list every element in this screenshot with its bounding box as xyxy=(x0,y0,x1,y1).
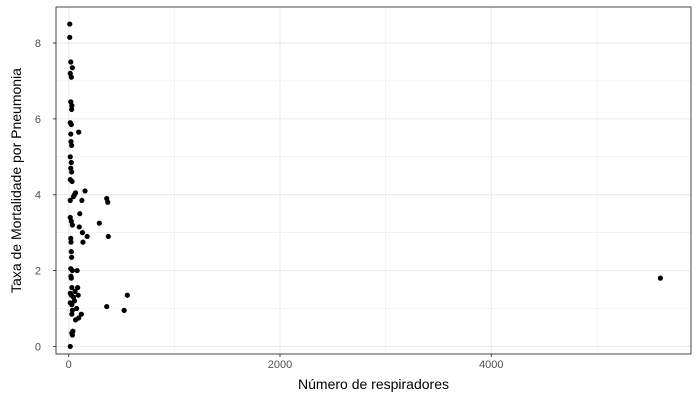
data-point xyxy=(78,311,84,317)
data-point xyxy=(657,275,663,281)
data-point xyxy=(74,305,80,312)
data-point xyxy=(74,267,80,274)
x-axis-title: Número de respiradores xyxy=(298,376,449,392)
data-point xyxy=(68,249,74,255)
y-axis-title: Taxa de Mortalidade por Pneumonia xyxy=(8,68,24,293)
data-point xyxy=(70,194,77,200)
plot-panel xyxy=(56,7,691,354)
data-point xyxy=(80,239,86,245)
data-point xyxy=(68,131,74,137)
data-point xyxy=(69,285,75,291)
data-point xyxy=(121,307,127,313)
grid-lines xyxy=(56,7,691,354)
data-point xyxy=(79,230,86,236)
data-point xyxy=(75,292,81,298)
data-point xyxy=(71,298,78,304)
data-point xyxy=(68,159,74,166)
data-points xyxy=(67,21,663,350)
data-point xyxy=(68,239,74,245)
data-point xyxy=(69,332,75,338)
data-point xyxy=(124,292,130,298)
data-point xyxy=(67,34,73,40)
data-point xyxy=(69,311,75,317)
data-point xyxy=(72,288,78,295)
y-tick-label: 8 xyxy=(35,38,41,50)
data-point xyxy=(69,222,75,228)
x-tick-label: 2000 xyxy=(268,359,292,371)
data-point xyxy=(84,233,90,240)
data-point xyxy=(104,303,110,310)
data-point xyxy=(105,233,111,240)
x-tick-label: 0 xyxy=(66,359,72,371)
data-point xyxy=(82,188,88,194)
y-tick-label: 4 xyxy=(35,190,41,202)
y-tick-label: 0 xyxy=(35,341,41,353)
data-point xyxy=(68,59,74,65)
data-point xyxy=(72,317,79,323)
data-point xyxy=(68,275,74,281)
panel-border xyxy=(55,6,692,355)
data-point xyxy=(79,197,85,204)
data-point xyxy=(68,74,74,80)
data-point xyxy=(69,142,75,149)
data-point xyxy=(75,285,81,291)
data-point xyxy=(69,65,75,71)
data-point xyxy=(76,129,82,135)
data-point xyxy=(69,169,75,175)
data-point xyxy=(105,199,111,205)
data-point xyxy=(69,302,75,308)
data-point xyxy=(96,220,102,226)
y-axis: 0 2 4 6 8 xyxy=(35,38,56,353)
data-point xyxy=(69,307,75,313)
data-point xyxy=(67,343,73,350)
data-point xyxy=(68,235,74,241)
data-point xyxy=(69,267,75,274)
data-point xyxy=(69,178,75,185)
y-tick-label: 6 xyxy=(35,114,41,126)
data-point xyxy=(77,211,83,217)
data-point xyxy=(69,106,75,112)
x-axis: 0 2000 4000 xyxy=(66,354,504,371)
data-point xyxy=(67,21,73,27)
data-point xyxy=(67,197,73,204)
data-point xyxy=(69,103,75,109)
y-tick-label: 2 xyxy=(35,266,41,278)
data-point xyxy=(76,224,82,230)
data-point xyxy=(68,121,74,128)
x-tick-label: 4000 xyxy=(479,359,503,371)
data-point xyxy=(69,254,75,260)
data-point xyxy=(67,154,73,160)
